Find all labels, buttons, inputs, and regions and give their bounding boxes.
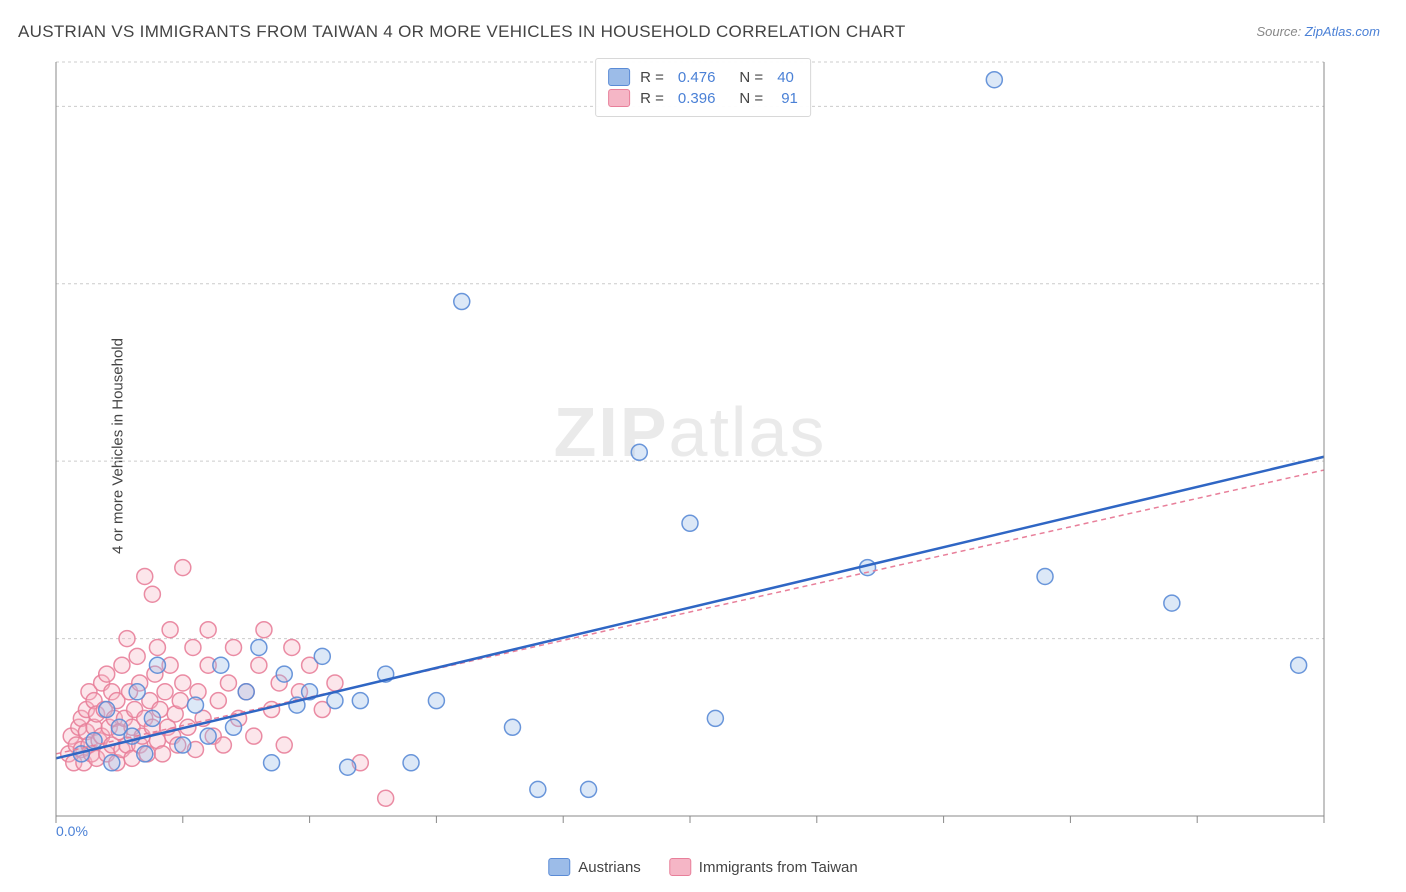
stat-legend-row-taiwan: R = 0.396 N = 91 [608, 89, 798, 107]
chart-container: AUSTRIAN VS IMMIGRANTS FROM TAIWAN 4 OR … [0, 0, 1406, 892]
trend-lines [56, 457, 1324, 759]
watermark: ZIPatlas [554, 393, 827, 471]
stat-r-label: R = [640, 69, 664, 86]
bottom-legend: Austrians Immigrants from Taiwan [548, 858, 857, 876]
legend-swatch-austrians-2 [548, 858, 570, 876]
stat-r-label-2: R = [640, 90, 664, 107]
plot-area: ZIPatlas 20.0%40.0%60.0%80.0%0.0%50.0% [48, 56, 1332, 840]
chart-title: AUSTRIAN VS IMMIGRANTS FROM TAIWAN 4 OR … [18, 22, 906, 42]
svg-text:0.0%: 0.0% [56, 823, 88, 839]
stat-n-label: N = [739, 69, 763, 86]
stat-n-label-2: N = [739, 90, 763, 107]
legend-swatch-austrians [608, 68, 630, 86]
source-prefix: Source: [1256, 24, 1304, 39]
source-link[interactable]: ZipAtlas.com [1305, 24, 1380, 39]
legend-swatch-taiwan-2 [669, 858, 691, 876]
stat-legend-row-austrians: R = 0.476 N = 40 [608, 68, 798, 86]
legend-label-taiwan: Immigrants from Taiwan [699, 859, 858, 876]
stat-n-value-austrians: 40 [777, 69, 794, 86]
legend-label-austrians: Austrians [578, 859, 641, 876]
gridlines [56, 62, 1324, 639]
stat-r-value-austrians: 0.476 [678, 69, 716, 86]
legend-item-taiwan: Immigrants from Taiwan [669, 858, 858, 876]
legend-swatch-taiwan [608, 89, 630, 107]
scatter-plot: ZIPatlas 20.0%40.0%60.0%80.0%0.0%50.0% [48, 56, 1332, 840]
legend-item-austrians: Austrians [548, 858, 641, 876]
stat-n-value-taiwan: 91 [781, 90, 798, 107]
stat-legend: R = 0.476 N = 40 R = 0.396 N = 91 [595, 58, 811, 117]
stat-r-value-taiwan: 0.396 [678, 90, 716, 107]
source-attribution: Source: ZipAtlas.com [1256, 24, 1380, 39]
